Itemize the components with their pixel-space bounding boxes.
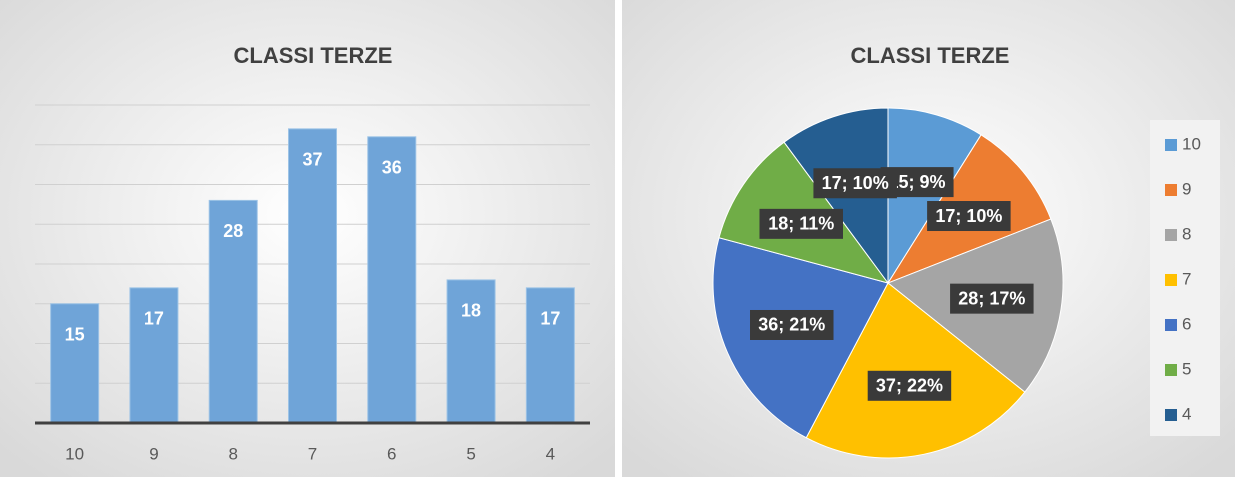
x-tick-label: 5 — [466, 444, 475, 463]
data-label: 28; 17% — [958, 288, 1025, 308]
data-label: 18; 11% — [768, 214, 834, 234]
legend-swatch — [1165, 184, 1177, 196]
x-tick-label: 4 — [546, 444, 555, 463]
bar — [367, 136, 417, 424]
legend-label: 7 — [1182, 269, 1191, 288]
pie-title: CLASSI TERZE — [851, 43, 1010, 68]
data-label-box — [759, 208, 843, 239]
data-label: 15; 9% — [889, 172, 946, 192]
data-label-box — [927, 201, 1011, 232]
bar-value-label: 36 — [382, 158, 402, 178]
data-label-box — [813, 168, 897, 199]
legend-swatch — [1165, 274, 1177, 286]
legend-label: 9 — [1182, 179, 1191, 198]
x-tick-label: 8 — [228, 444, 237, 463]
x-tick-label: 9 — [149, 444, 158, 463]
data-label-box — [750, 309, 834, 340]
x-tick-label: 10 — [65, 444, 84, 463]
data-label: 17; 10% — [935, 206, 1002, 226]
legend-label: 4 — [1182, 404, 1191, 423]
bar — [288, 128, 337, 424]
legend-label: 6 — [1182, 314, 1191, 333]
bar-value-label: 28 — [223, 221, 243, 241]
bar — [525, 287, 575, 424]
bar-value-label: 18 — [461, 301, 481, 321]
legend-label: 5 — [1182, 359, 1191, 378]
data-label-box — [950, 283, 1034, 314]
data-label: 17; 10% — [822, 173, 889, 193]
bar-value-label: 17 — [144, 309, 164, 329]
legend-swatch — [1165, 409, 1177, 421]
legend-swatch — [1165, 364, 1177, 376]
bar-title: CLASSI TERZE — [234, 43, 393, 68]
legend-label: 8 — [1182, 224, 1191, 243]
bar — [50, 303, 100, 424]
pie-slice — [805, 282, 1026, 459]
data-label: 36; 21% — [758, 315, 825, 335]
bar-value-label: 37 — [302, 150, 322, 170]
legend-label: 10 — [1182, 134, 1201, 153]
data-label-box — [867, 370, 952, 401]
bar — [446, 279, 496, 424]
bar — [129, 287, 179, 424]
legend-swatch — [1165, 139, 1177, 151]
legend-box — [1150, 120, 1220, 436]
bar-value-label: 15 — [65, 325, 85, 345]
legend-swatch — [1165, 319, 1177, 331]
legend-swatch — [1165, 229, 1177, 241]
data-label: 37; 22% — [876, 376, 943, 396]
x-tick-label: 7 — [308, 444, 317, 463]
bar — [208, 199, 258, 424]
x-tick-label: 6 — [387, 444, 396, 463]
bar-value-label: 17 — [540, 309, 560, 329]
